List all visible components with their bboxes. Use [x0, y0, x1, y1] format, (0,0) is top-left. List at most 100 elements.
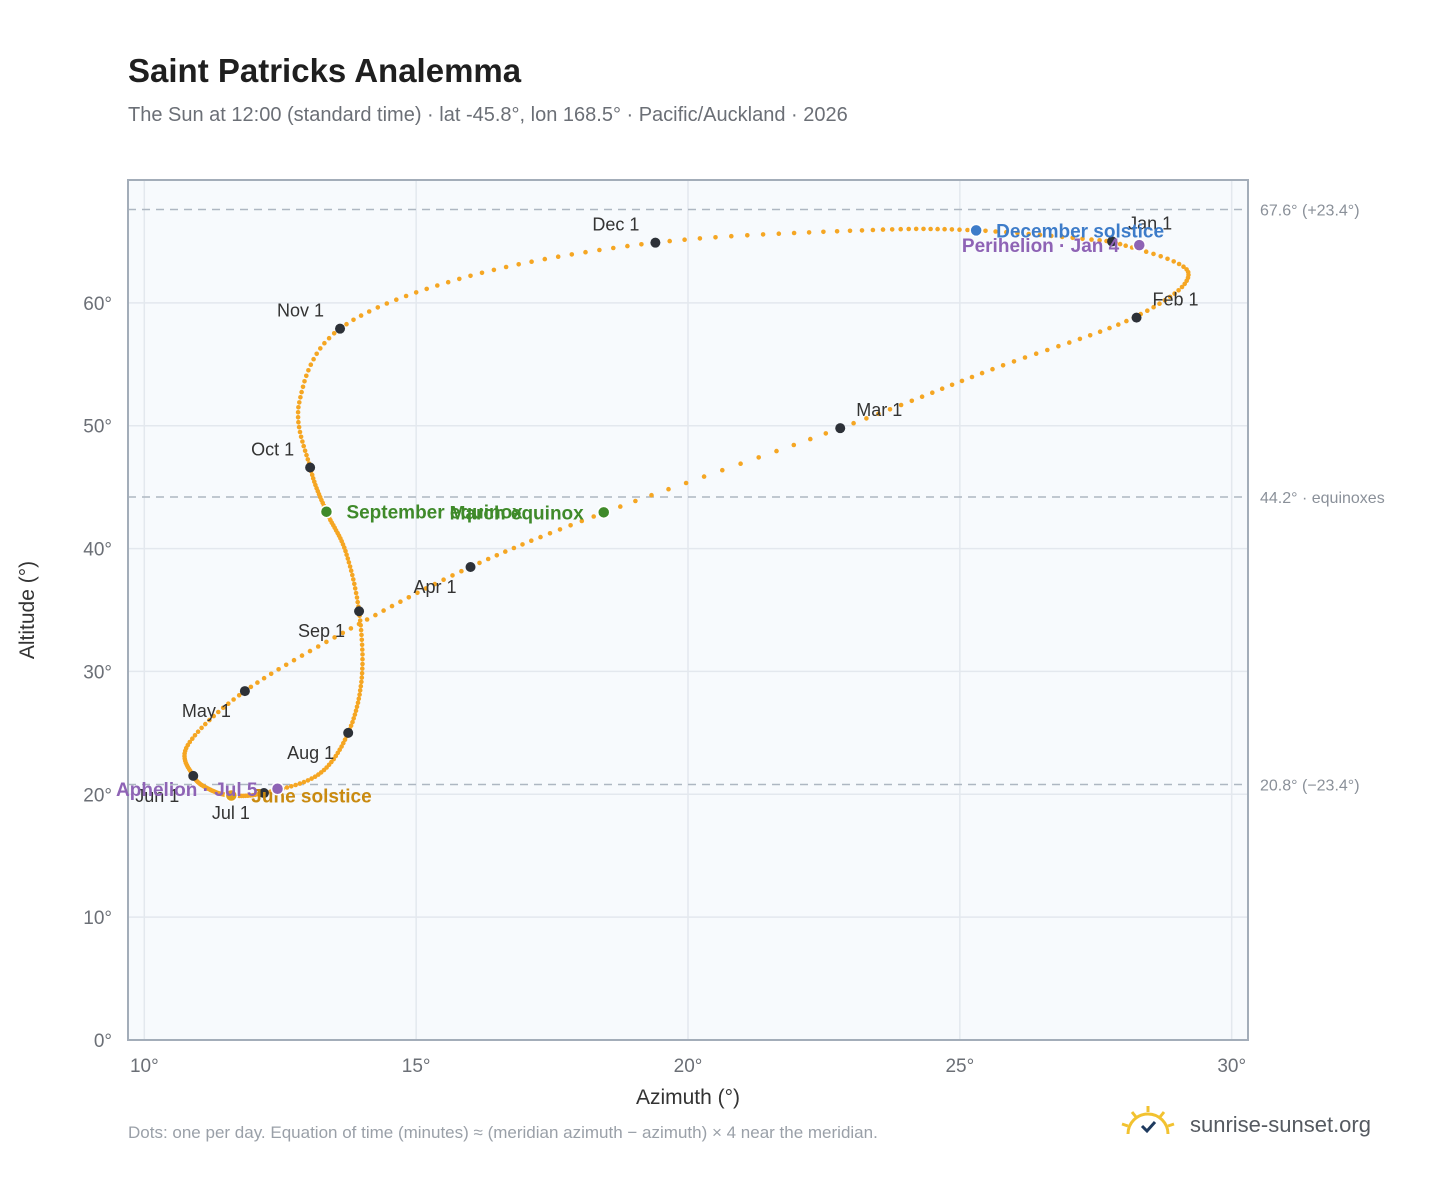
daily-dot — [373, 612, 378, 618]
daily-dot — [713, 235, 718, 240]
daily-dot — [1123, 243, 1128, 248]
daily-dot — [375, 305, 381, 310]
daily-dot — [341, 740, 346, 746]
daily-dot — [887, 407, 893, 412]
daily-dot — [942, 226, 947, 232]
plot-frame — [127, 179, 1249, 1041]
daily-dot — [516, 262, 521, 267]
daily-dot — [354, 595, 360, 600]
daily-dot — [360, 661, 365, 667]
daily-dot — [611, 245, 616, 251]
daily-dot — [776, 231, 782, 236]
daily-dot — [701, 474, 707, 479]
daily-dot — [441, 577, 446, 582]
daily-dot — [633, 498, 638, 504]
month-label: Jan 1 — [1128, 213, 1172, 233]
x-tick-label: 10° — [130, 1056, 159, 1077]
daily-dot — [503, 549, 508, 554]
y-tick-label: 50° — [83, 417, 112, 438]
daily-dot — [1158, 253, 1163, 259]
daily-dot — [729, 233, 734, 239]
daily-dot — [625, 243, 630, 249]
daily-dot — [520, 542, 525, 547]
daily-dot — [1151, 304, 1156, 310]
daily-dot — [965, 227, 970, 233]
daily-dot — [304, 452, 309, 458]
daily-dot — [450, 573, 455, 578]
daily-dot — [304, 373, 309, 379]
daily-dot — [296, 424, 302, 430]
daily-dot — [298, 434, 304, 440]
y-tick-label: 40° — [83, 540, 112, 561]
daily-dot — [1167, 294, 1173, 300]
daily-dot — [639, 242, 644, 247]
daily-dot — [359, 632, 364, 638]
x-tick-label: 30° — [1217, 1056, 1246, 1077]
daily-dot — [296, 405, 301, 410]
daily-dot — [352, 712, 358, 717]
daily-dot — [358, 313, 364, 318]
daily-dot — [949, 382, 955, 388]
daily-dot — [297, 781, 303, 786]
daily-dot — [1097, 238, 1102, 243]
daily-dot — [255, 680, 260, 685]
daily-dot — [296, 419, 301, 425]
daily-dot — [299, 653, 305, 658]
daily-dot — [921, 226, 926, 232]
reference-line-label: 67.6° (+23.4°) — [1260, 202, 1360, 219]
daily-dot — [979, 370, 985, 376]
daily-dot — [851, 420, 856, 426]
daily-dot — [1056, 343, 1061, 349]
daily-dot — [300, 384, 306, 390]
event-marker — [224, 788, 239, 803]
daily-dot — [935, 226, 940, 232]
month-marker — [335, 323, 346, 334]
daily-dot — [959, 378, 965, 384]
daily-dot — [309, 776, 314, 781]
daily-dot — [928, 226, 933, 232]
daily-dot — [352, 581, 357, 587]
month-marker — [1131, 312, 1142, 323]
daily-dot — [357, 618, 363, 623]
event-marker — [596, 505, 611, 520]
daily-dot — [314, 351, 320, 357]
daily-dot — [806, 230, 812, 235]
daily-dot — [231, 697, 236, 702]
daily-dot — [190, 736, 195, 741]
month-marker — [188, 770, 199, 781]
daily-dot — [308, 362, 314, 368]
daily-dot — [322, 340, 327, 346]
daily-dot — [394, 297, 399, 303]
month-label: Apr 1 — [413, 577, 456, 597]
month-marker — [465, 562, 476, 572]
daily-dot — [459, 568, 464, 574]
daily-dot — [211, 713, 216, 719]
month-marker — [305, 462, 316, 473]
daily-dot — [834, 229, 840, 234]
brand-name: sunrise-sunset.org — [1190, 1112, 1371, 1137]
daily-dot — [503, 264, 509, 270]
daily-dot — [949, 227, 955, 232]
daily-dot — [919, 394, 925, 400]
daily-dot — [357, 692, 362, 697]
daily-dot — [445, 279, 451, 285]
brand-logo[interactable]: sunrise-sunset.org — [1118, 1100, 1388, 1150]
month-marker — [650, 237, 661, 248]
daily-dot — [1182, 281, 1187, 287]
daily-dot — [1176, 261, 1182, 267]
daily-dot — [983, 228, 988, 234]
daily-dot — [306, 368, 311, 373]
daily-dot — [389, 603, 395, 609]
daily-dot — [477, 560, 482, 566]
event-marker — [319, 504, 334, 519]
daily-dot — [352, 586, 358, 591]
daily-dot — [297, 400, 302, 405]
daily-dot — [357, 688, 363, 693]
daily-dot — [930, 390, 935, 396]
daily-dot — [939, 386, 945, 392]
daily-dot — [1000, 363, 1006, 368]
daily-dot — [720, 467, 725, 473]
daily-dot — [457, 276, 462, 282]
daily-dot — [1157, 301, 1162, 307]
daily-dot — [738, 461, 743, 467]
